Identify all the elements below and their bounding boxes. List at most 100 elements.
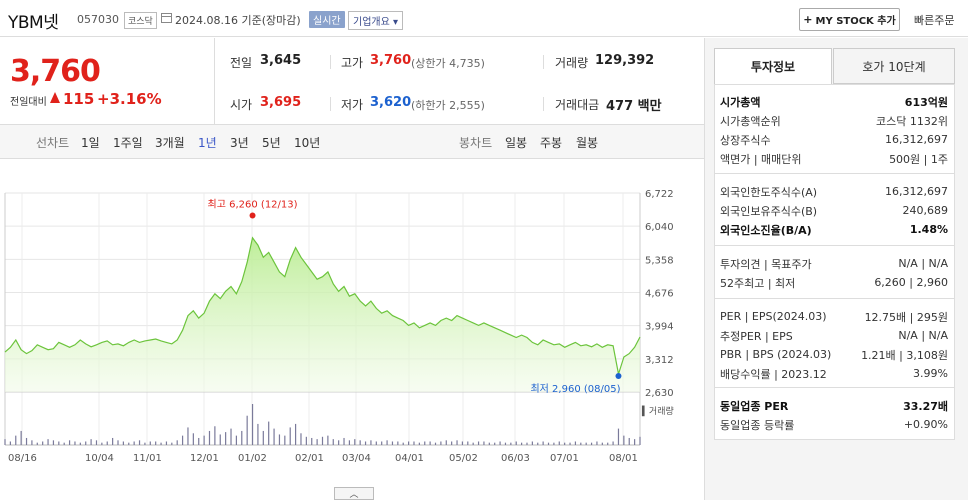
volume-bar [241, 430, 243, 445]
volume-bar [413, 441, 415, 445]
volume-bar [251, 404, 254, 445]
volume-bar [585, 442, 587, 445]
volume-bar [467, 441, 469, 445]
volume-bar [483, 441, 485, 445]
tab-1year[interactable]: 1년 [198, 136, 217, 150]
volume-bar [569, 442, 571, 445]
volume-bar [451, 441, 453, 445]
tab-3month[interactable]: 3개월 [155, 136, 185, 150]
y-tick-label: 6,722 [645, 189, 674, 200]
volume-bar [477, 441, 480, 445]
volume-bar [155, 441, 157, 445]
volume-bar [160, 442, 162, 445]
volume-bar [623, 435, 625, 445]
x-tick-label: 01/02 [238, 453, 267, 464]
volume-bar [370, 440, 372, 445]
info-row-label: 액면가 | 매매단위 [720, 152, 802, 166]
tab-monthly-candle[interactable]: 월봉 [576, 136, 599, 150]
info-row-value: 613억원 [904, 95, 948, 109]
quick-order-link[interactable]: 빠른주문 [914, 14, 955, 27]
volume-bar [542, 441, 544, 445]
info-row-label: 상장주식수 [720, 133, 771, 147]
low-value: 3,620 [370, 95, 412, 110]
tab-daily-candle[interactable]: 일봉 [505, 136, 528, 150]
volume-bar [537, 442, 539, 445]
volume-bar [52, 440, 55, 445]
volume-bar [628, 437, 630, 445]
volume-bar [219, 434, 221, 445]
volume-bar [149, 441, 151, 445]
volume-bar [117, 440, 119, 445]
info-row-label: 동일업종 PER [720, 399, 789, 413]
company-overview-dropdown[interactable]: 기업개요 ▾ [348, 11, 403, 30]
volume-bar [504, 442, 507, 445]
volume-bar [246, 415, 248, 445]
volume-label: ▍거래량 [641, 405, 674, 417]
volume-bar [531, 441, 533, 445]
info-row: 동일업종 등락률 +0.90% [720, 416, 948, 433]
volume-bar [63, 442, 65, 445]
info-row-value: 500원 | 1주 [889, 152, 948, 166]
tab-5year[interactable]: 5년 [262, 136, 281, 150]
info-row: 액면가 | 매매단위 500원 | 1주 [720, 150, 948, 167]
tab-order-book-10[interactable]: 호가 10단계 [833, 48, 955, 84]
volume-bar [434, 442, 437, 445]
volume-bar [4, 439, 6, 445]
volume-bar [617, 428, 620, 445]
y-tick-label: 2,630 [645, 388, 674, 399]
volume-bar [58, 441, 60, 445]
volume-bar [607, 442, 609, 445]
volume-bar [25, 437, 28, 445]
x-tick-label: 06/03 [501, 453, 530, 464]
volume-bar [472, 442, 474, 445]
info-row-value: 1.21배 | 3,108원 [861, 348, 948, 362]
prev-close-value: 3,645 [260, 53, 302, 68]
volume-bar [440, 441, 442, 445]
info-row: 외국인소진율(B/A) 1.48% [720, 221, 948, 238]
volume-bar [176, 440, 178, 445]
info-row-label: 시가총액순위 [720, 114, 781, 128]
collapse-chart-button[interactable]: ︿ [334, 487, 374, 500]
info-row: 52주최고 | 최저 6,260 | 2,960 [720, 274, 948, 291]
volume-bar [515, 441, 517, 445]
volume-bar [510, 442, 512, 445]
tab-3year[interactable]: 3년 [230, 136, 249, 150]
volume-bar [332, 439, 334, 445]
tab-investment-info[interactable]: 투자정보 [714, 48, 832, 84]
change-label: 전일대비 [10, 97, 47, 108]
y-tick-label: 3,312 [645, 355, 674, 366]
volume-bar [553, 442, 555, 445]
volume-bar [311, 437, 313, 445]
x-tick-label: 02/01 [295, 453, 324, 464]
calendar-icon [161, 13, 172, 23]
open-value: 3,695 [260, 95, 302, 110]
tab-weekly-candle[interactable]: 주봉 [540, 136, 563, 150]
volume-bar [521, 442, 523, 445]
price-chart[interactable]: 6,722 6,040 5,358 4,676 3,994 3,312 2,630 08/16… [0, 160, 700, 487]
add-my-stock-button[interactable]: + MY STOCK 추가 [799, 8, 900, 31]
volume-bar [424, 441, 426, 445]
info-row: PBR | BPS (2024.03) 1.21배 | 3,108원 [720, 346, 948, 363]
x-tick-label: 03/04 [342, 453, 371, 464]
tab-1week[interactable]: 1주일 [113, 136, 143, 150]
volume-bar [596, 441, 598, 445]
x-tick-label: 05/02 [449, 453, 478, 464]
y-tick-label: 6,040 [645, 222, 674, 233]
volume-bar [316, 439, 318, 445]
min-marker [615, 372, 622, 379]
tab-10year[interactable]: 10년 [294, 136, 321, 150]
volume-bar [386, 440, 388, 445]
volume-bar [402, 442, 404, 445]
volume-bar [338, 440, 340, 445]
realtime-button[interactable]: 실시간 [309, 11, 345, 28]
x-tick-label: 04/01 [395, 453, 424, 464]
x-tick-label: 12/01 [190, 453, 219, 464]
investment-info-table [714, 84, 955, 440]
volume-bar [321, 436, 324, 445]
info-row: 외국인한도주식수(A) 16,312,697 [720, 183, 948, 200]
info-divider [714, 245, 955, 246]
tab-1day[interactable]: 1일 [81, 136, 100, 150]
high-value: 3,760 [370, 53, 412, 68]
volume-bar [15, 435, 17, 445]
x-tick-label: 10/04 [85, 453, 114, 464]
